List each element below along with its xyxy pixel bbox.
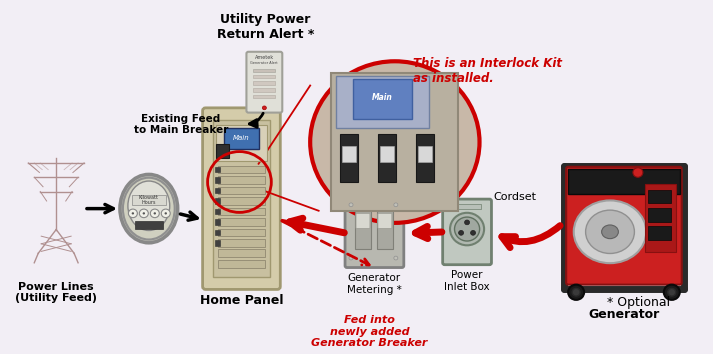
Bar: [253, 95, 275, 98]
Bar: [215, 188, 220, 193]
Circle shape: [458, 230, 463, 235]
Bar: [215, 229, 220, 235]
Bar: [568, 169, 679, 194]
FancyBboxPatch shape: [356, 213, 370, 229]
Bar: [215, 167, 220, 172]
Text: Main: Main: [371, 93, 393, 102]
Circle shape: [450, 213, 484, 245]
Ellipse shape: [128, 181, 170, 230]
Bar: [253, 81, 275, 85]
Ellipse shape: [120, 175, 178, 243]
FancyBboxPatch shape: [202, 108, 280, 290]
Bar: [217, 197, 265, 205]
Text: Generator Alert: Generator Alert: [250, 61, 278, 65]
Text: Kilowatt
Hours: Kilowatt Hours: [139, 195, 159, 205]
Circle shape: [349, 203, 353, 207]
Bar: [377, 209, 393, 249]
Bar: [215, 219, 220, 225]
Circle shape: [150, 209, 159, 218]
Bar: [135, 221, 163, 229]
Circle shape: [139, 209, 148, 218]
Bar: [645, 184, 675, 252]
Bar: [217, 187, 265, 194]
Bar: [253, 69, 275, 72]
Bar: [215, 198, 220, 204]
Bar: [253, 75, 275, 78]
Text: Power
Inlet Box: Power Inlet Box: [444, 270, 490, 292]
Bar: [217, 239, 265, 247]
Circle shape: [153, 212, 156, 215]
Bar: [217, 208, 265, 215]
Circle shape: [568, 285, 584, 300]
Bar: [453, 204, 481, 209]
Text: Power Lines
(Utility Feed): Power Lines (Utility Feed): [15, 282, 97, 303]
Bar: [215, 177, 220, 183]
Ellipse shape: [585, 210, 635, 253]
Text: Generator
Metering *: Generator Metering *: [347, 273, 402, 295]
Circle shape: [349, 256, 353, 260]
FancyBboxPatch shape: [443, 199, 491, 265]
Bar: [217, 250, 265, 257]
Circle shape: [161, 209, 170, 218]
Ellipse shape: [602, 225, 618, 239]
Circle shape: [668, 289, 676, 296]
Bar: [215, 209, 220, 214]
Bar: [253, 88, 275, 92]
Bar: [217, 218, 265, 226]
Circle shape: [262, 106, 267, 110]
Bar: [380, 146, 394, 162]
Bar: [215, 125, 267, 161]
Bar: [378, 134, 396, 182]
Bar: [212, 120, 270, 277]
Text: This is an Interlock Kit
as installed.: This is an Interlock Kit as installed.: [413, 57, 562, 85]
Bar: [217, 176, 265, 184]
Circle shape: [132, 212, 134, 215]
FancyBboxPatch shape: [566, 167, 682, 285]
Circle shape: [454, 217, 480, 241]
Text: Cordset: Cordset: [493, 192, 536, 201]
Bar: [215, 240, 220, 246]
Circle shape: [572, 289, 580, 296]
Bar: [332, 73, 458, 211]
Bar: [132, 195, 165, 205]
Bar: [223, 128, 260, 149]
Text: Main: Main: [233, 135, 250, 141]
Text: Generator: Generator: [588, 308, 660, 321]
Circle shape: [143, 212, 145, 215]
Bar: [217, 229, 265, 236]
Circle shape: [471, 230, 476, 235]
Bar: [217, 260, 265, 268]
Circle shape: [394, 256, 398, 260]
Text: Fed into
newly added
Generator Breaker: Fed into newly added Generator Breaker: [312, 315, 428, 348]
FancyBboxPatch shape: [345, 199, 404, 268]
Bar: [355, 209, 371, 249]
Bar: [647, 226, 672, 240]
Circle shape: [633, 168, 643, 177]
Circle shape: [165, 212, 167, 215]
Bar: [418, 146, 432, 162]
Text: * Optional: * Optional: [607, 296, 670, 309]
Text: Home Panel: Home Panel: [200, 294, 283, 307]
Bar: [342, 146, 356, 162]
Circle shape: [310, 61, 480, 223]
Circle shape: [128, 209, 138, 218]
Circle shape: [465, 220, 470, 225]
Ellipse shape: [123, 178, 175, 240]
Bar: [217, 166, 265, 173]
Circle shape: [394, 203, 398, 207]
Ellipse shape: [574, 200, 646, 263]
Bar: [340, 134, 358, 182]
Text: Utility Power
Return Alert *: Utility Power Return Alert *: [217, 13, 314, 41]
Text: Ametek: Ametek: [255, 55, 274, 61]
FancyBboxPatch shape: [247, 52, 282, 113]
Bar: [647, 208, 672, 222]
Circle shape: [664, 285, 679, 300]
Bar: [352, 79, 412, 119]
Bar: [647, 190, 672, 203]
FancyBboxPatch shape: [378, 213, 392, 229]
Bar: [416, 134, 434, 182]
Bar: [336, 76, 429, 129]
Text: Existing Feed
to Main Breaker: Existing Feed to Main Breaker: [133, 114, 228, 135]
Bar: [215, 144, 230, 158]
